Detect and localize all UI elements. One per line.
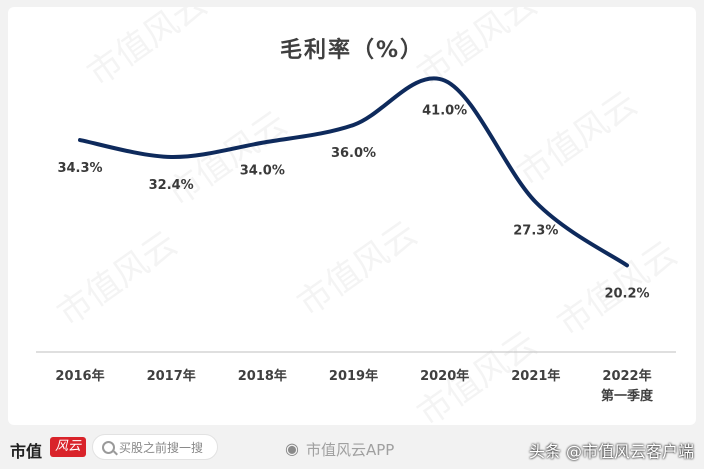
data-label: 34.0% xyxy=(240,164,285,179)
watermark-text: 市值风云 xyxy=(80,7,214,94)
brand-logo-text: 市值 xyxy=(10,442,43,461)
data-label: 41.0% xyxy=(422,104,467,119)
watermark-text: 市值风云 xyxy=(290,214,424,325)
data-label: 36.0% xyxy=(331,146,376,161)
search-icon xyxy=(102,441,115,454)
footer-bar: 市值 风云 买股之前搜一搜 ◉ 市值风云APP 头条 @市值风云客户端 xyxy=(0,428,704,469)
series-line xyxy=(78,76,629,268)
x-tick-label: 2019年 xyxy=(329,368,378,384)
weibo-icon: ◉ xyxy=(285,439,299,458)
toutiao-account-text: 头条 @市值风云客户端 xyxy=(528,442,694,461)
x-tick-label: 2020年 xyxy=(420,368,469,384)
x-tick-label: 2018年 xyxy=(238,368,287,384)
brand-logo-badge: 风云 xyxy=(50,437,86,457)
watermark-text: 市值风云 xyxy=(510,84,644,195)
data-label: 20.2% xyxy=(604,286,649,301)
data-label-layer: 34.3% 32.4% 34.0% 36.0% 41.0% 27.3% 20.2% xyxy=(57,104,649,302)
watermark-text: 市值风云 xyxy=(160,104,294,215)
search-input[interactable]: 买股之前搜一搜 xyxy=(92,434,218,460)
data-label: 34.3% xyxy=(57,161,102,176)
watermark-text: 市值风云 xyxy=(410,7,544,94)
x-tick-label: 2021年 xyxy=(511,368,560,384)
watermark-text: 市值风云 xyxy=(50,224,184,335)
chart-card: 市值风云 市值风云 市值风云 市值风云 市值风云 市值风云 市值风云 市值风云 毛利率（%） … xyxy=(8,7,696,425)
x-tick-label: 2016年 xyxy=(55,368,104,384)
x-tick-sublabel: 第一季度 xyxy=(601,388,654,404)
data-label: 27.3% xyxy=(513,223,558,238)
search-placeholder: 买股之前搜一搜 xyxy=(119,441,204,455)
chart-title: 毛利率（%） xyxy=(280,37,424,63)
weibo-account-text: 市值风云APP xyxy=(306,441,395,459)
data-label: 32.4% xyxy=(149,178,194,193)
x-tick-label: 2017年 xyxy=(147,368,196,384)
x-tick-label: 2022年 xyxy=(602,368,651,384)
